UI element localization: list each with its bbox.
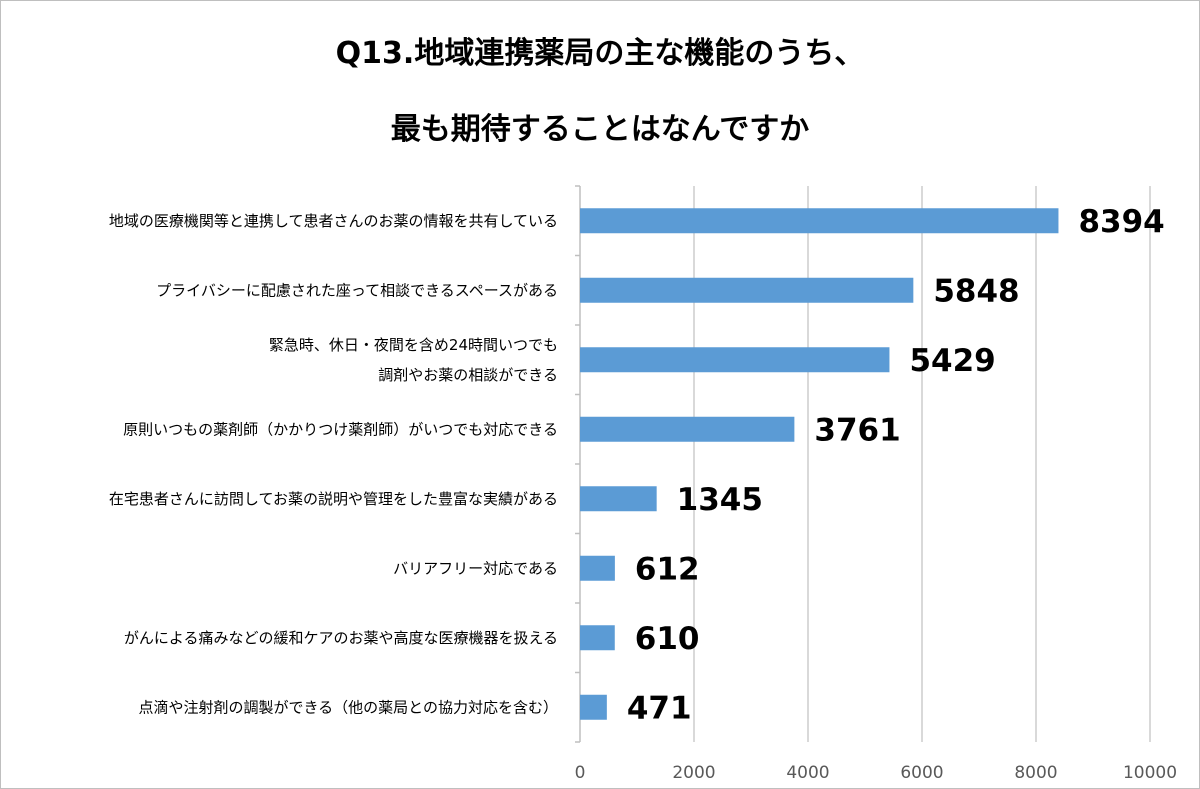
category-label-7: 点滴や注射剤の調製ができる（他の薬局との協力対応を含む） (138, 698, 558, 716)
bar-3 (580, 416, 795, 442)
bar-4 (580, 486, 657, 512)
category-label-4: 在宅患者さんに訪問してお薬の説明や管理をした豊富な実績がある (109, 490, 558, 508)
data-label-3: 3761 (814, 412, 900, 448)
bar-5 (580, 555, 615, 581)
bar-7 (580, 694, 607, 720)
x-tick-label-3: 6000 (900, 763, 943, 783)
bar-6 (580, 625, 615, 651)
bar-2 (580, 347, 890, 373)
chart-title-line-2: 最も期待することはなんですか (390, 112, 810, 147)
data-label-5: 612 (635, 551, 700, 587)
category-label-6: がんによる痛みなどの緩和ケアのお薬や高度な医療機器を扱える (124, 629, 558, 647)
category-label-2-line-0: 緊急時、休日・夜間を含め24時間いつでも (269, 336, 558, 354)
x-tick-label-2: 4000 (786, 763, 829, 783)
bar-0 (580, 208, 1059, 234)
data-label-4: 1345 (677, 482, 763, 518)
chart-title-line-1: Q13.地域連携薬局の主な機能のうち、 (335, 36, 865, 71)
category-label-2-line-1: 調剤やお薬の相談ができる (378, 366, 558, 384)
data-label-7: 471 (627, 690, 692, 726)
category-label-0: 地域の医療機関等と連携して患者さんのお薬の情報を共有している (109, 212, 558, 230)
data-label-0: 8394 (1078, 204, 1164, 240)
data-label-6: 610 (635, 621, 700, 657)
category-label-1: プライバシーに配慮された座って相談できるスペースがある (156, 281, 558, 299)
x-tick-label-5: 10000 (1123, 763, 1177, 783)
bar-1 (580, 277, 914, 303)
category-label-5: バリアフリー対応である (393, 559, 558, 577)
data-label-1: 5848 (933, 273, 1019, 309)
x-tick-label-4: 8000 (1014, 763, 1057, 783)
x-tick-label-0: 0 (575, 763, 586, 783)
x-tick-label-1: 2000 (672, 763, 715, 783)
category-label-3: 原則いつもの薬剤師（かかりつけ薬剤師）がいつでも対応できる (123, 420, 558, 438)
data-label-2: 5429 (909, 343, 995, 379)
